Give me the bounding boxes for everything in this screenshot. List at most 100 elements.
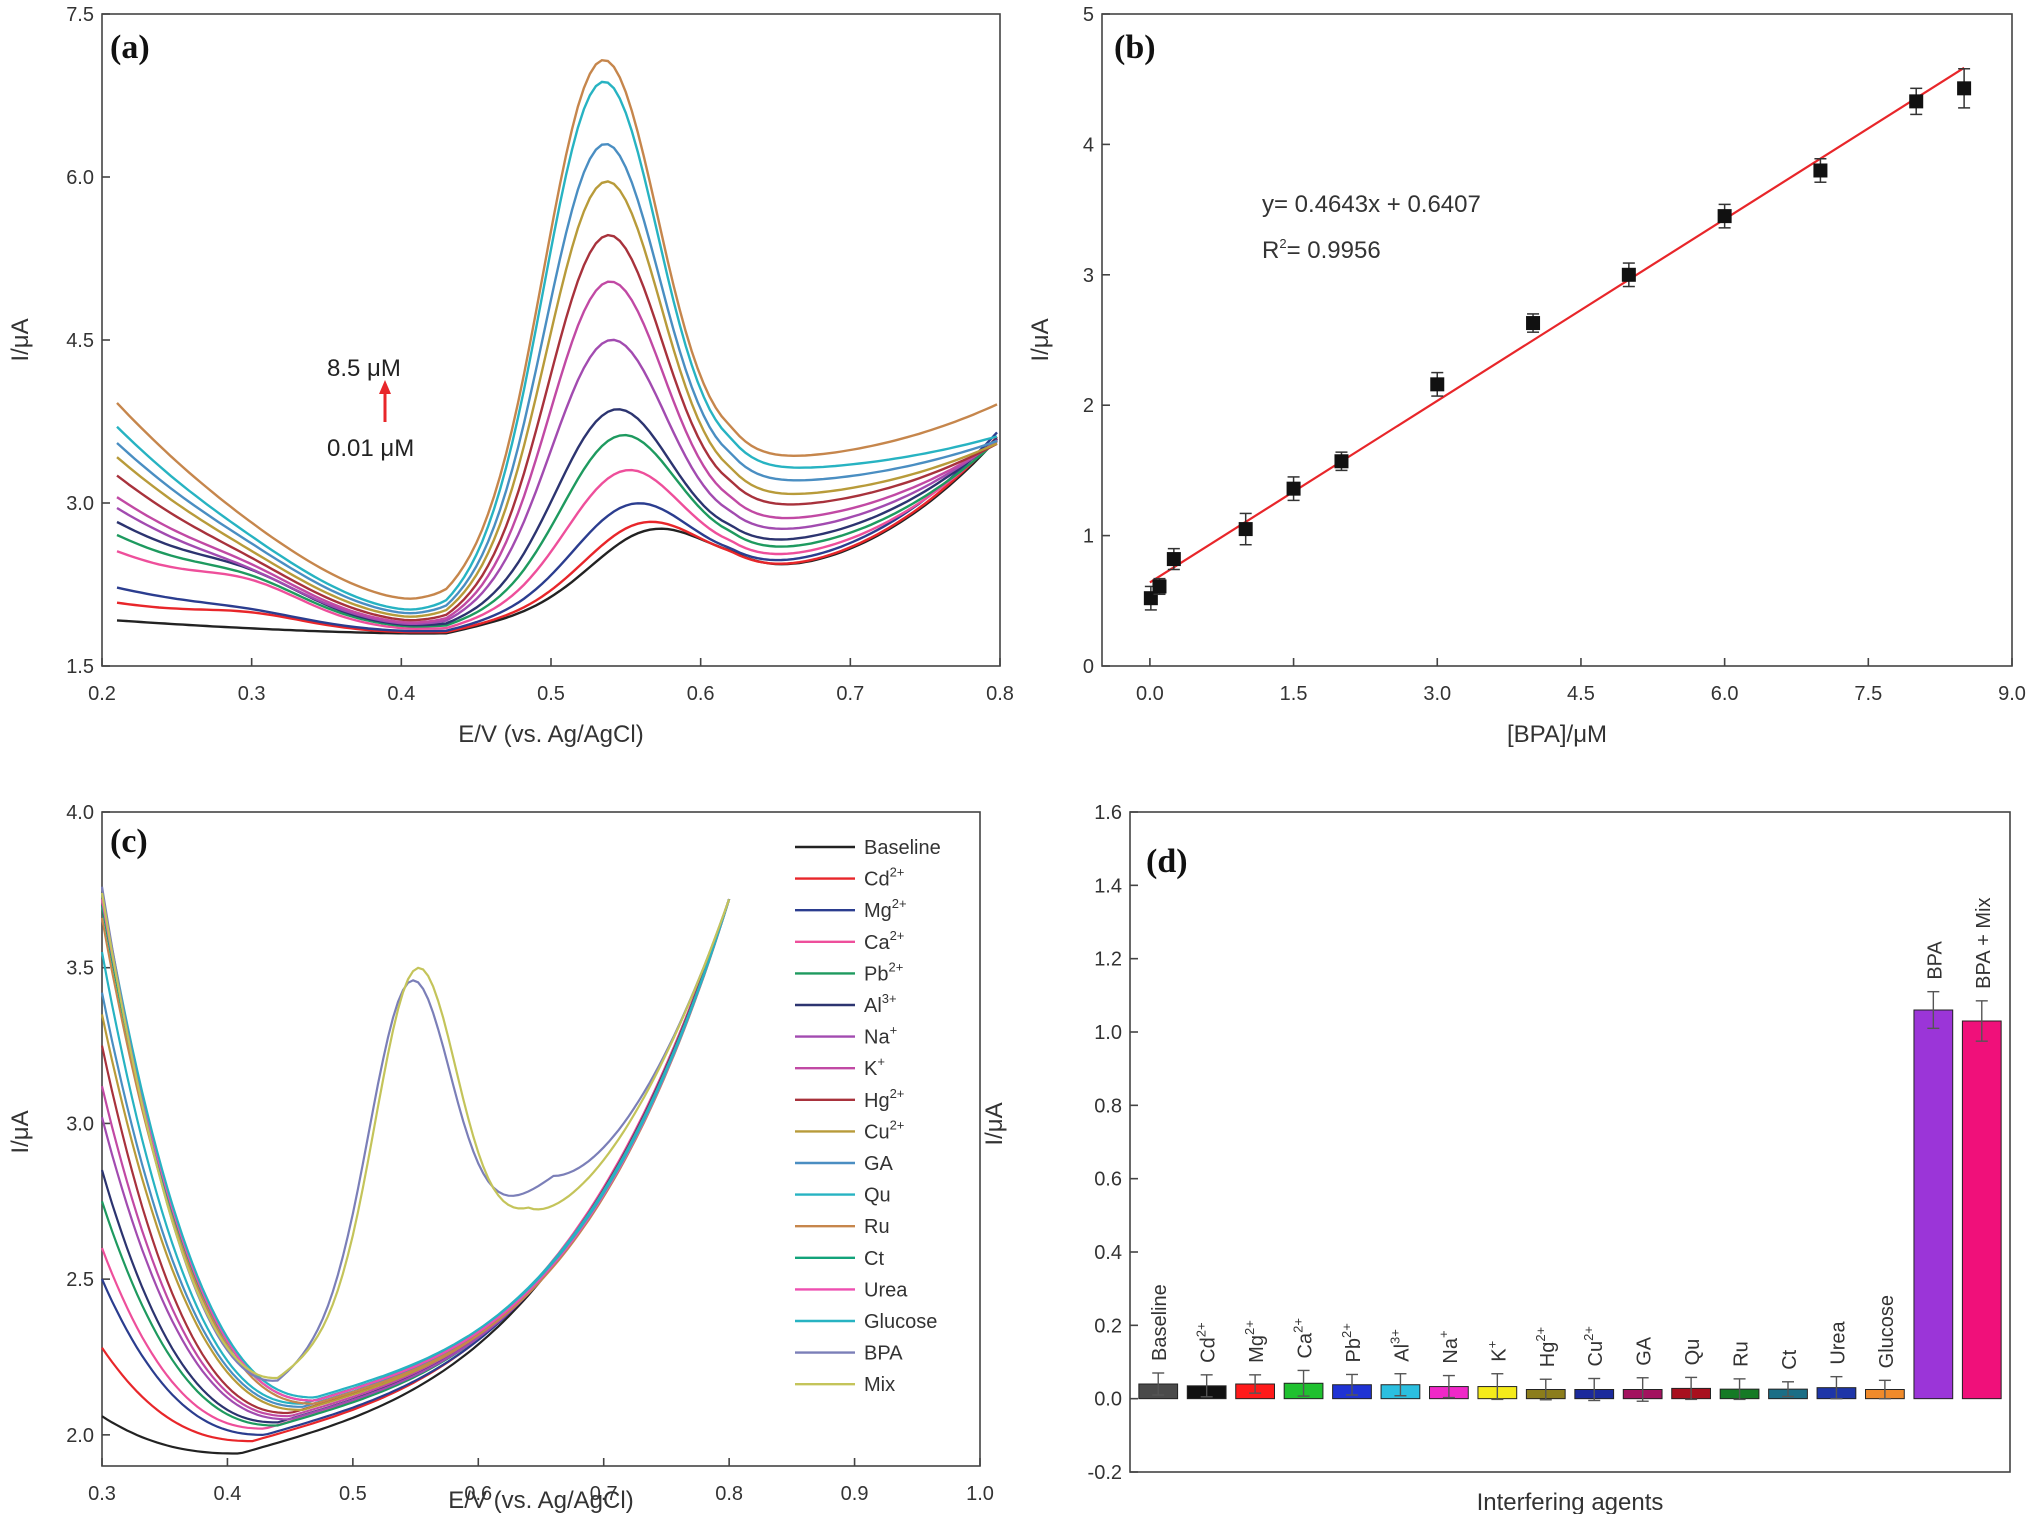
panel-c-xtick-label: 0.4 — [214, 1483, 242, 1505]
panel-c-frame — [101, 811, 981, 1467]
panel-a-annotation-bottom: 0.01 μM — [327, 435, 414, 462]
panel-a-curve-7 — [116, 280, 998, 624]
panel-d-bar-label: Na+ — [1436, 1330, 1462, 1363]
panel-d-ytick-label: 1.2 — [1094, 949, 1122, 971]
panel-d-bar-label: Mg2+ — [1242, 1320, 1268, 1363]
panel-b-point-4 — [1286, 481, 1301, 496]
panel-c-legend-label: Hg2+ — [864, 1086, 904, 1112]
panel-d-bar-label: BPA — [1924, 940, 1946, 979]
panel-c-legend-label: BPA — [864, 1343, 903, 1365]
panel-a-xtick-label: 0.6 — [687, 683, 715, 705]
panel-c-legend-label: K+ — [864, 1054, 885, 1080]
panel-c-curve-15 — [100, 892, 731, 1399]
panel-c-legend: Baseline Cd2+ Mg2+ Ca2+ Pb2+ Al3+ Na+ K+ Hg2+ Cu2… — [795, 837, 941, 1396]
panel-c-legend-label: Glucose — [864, 1311, 937, 1333]
panel-a-curve-1 — [116, 435, 998, 634]
panel-a-curves — [116, 58, 998, 635]
panel-c-legend-label: Al3+ — [864, 991, 897, 1017]
panel-d-bars: Baseline Cd2+ Mg2+ Ca2+ Pb2+ Al3+ Na+ K+ Hg2+ Cu2… — [1138, 898, 2002, 1402]
panel-d-bar-label: Pb2+ — [1339, 1323, 1365, 1362]
panel-b-xtick-label: 9.0 — [1998, 683, 2026, 705]
panel-c-ytick-label: 3.5 — [66, 958, 94, 980]
panel-b-point-5 — [1334, 454, 1349, 469]
panel-b-xlabel: [BPA]/μM — [1507, 721, 1607, 748]
panel-b-point-7 — [1526, 316, 1541, 331]
panel-c-curve-9 — [100, 898, 731, 1411]
panel-b-xtick-label: 4.5 — [1567, 683, 1595, 705]
panel-c-curve-8 — [100, 898, 731, 1415]
panel-a-curve-3 — [116, 437, 998, 631]
panel-a-xtick-label: 0.4 — [387, 683, 415, 705]
panel-c-xtick-label: 0.6 — [464, 1483, 492, 1505]
panel-b-ytick-label: 1 — [1083, 526, 1094, 548]
panel-c-ytick-label: 2.5 — [66, 1269, 94, 1291]
panel-b-plot — [1143, 66, 1972, 611]
panel-d-bar-label: Ct — [1779, 1349, 1801, 1369]
panel-d-bar-label: Baseline — [1149, 1284, 1171, 1361]
panel-c-legend-label: Mg2+ — [864, 896, 907, 922]
panel-b-point-11 — [1909, 94, 1924, 109]
panel-d: (d) -0.2 0.0 0.2 0.4 0.6 0.8 1.0 1.2 1.4 1.6 Base… — [981, 802, 2011, 1514]
panel-b-ytick-label: 0 — [1083, 656, 1094, 678]
panel-c-letter: (c) — [110, 823, 148, 860]
panel-c-legend-label: Ca2+ — [864, 928, 904, 954]
panel-a-letter: (a) — [110, 29, 150, 66]
panel-d-ticks: -0.2 0.0 0.2 0.4 0.6 0.8 1.0 1.2 1.4 1.6 — [1088, 802, 1138, 1484]
panel-c-ytick-label: 3.0 — [66, 1113, 94, 1135]
panel-c-legend-label: Urea — [864, 1279, 908, 1301]
panel-b-xtick-label: 3.0 — [1423, 683, 1451, 705]
panel-a-ytick-label: 1.5 — [66, 656, 94, 678]
panel-c-legend-label: Na+ — [864, 1023, 897, 1049]
panel-b-point-8 — [1621, 267, 1636, 282]
panel-b-xtick-label: 6.0 — [1711, 683, 1739, 705]
panel-d-ytick-label: 0.8 — [1094, 1095, 1122, 1117]
panel-a-ylabel: I/μA — [7, 318, 34, 361]
panel-b: (b) 0.0 1.5 3.0 4.5 6.0 7.5 9.0 0 1 2 3 4 5 y= 0.464… — [1027, 4, 2026, 748]
panel-d-ytick-label: 1.6 — [1094, 802, 1122, 824]
panel-b-point-12 — [1957, 81, 1972, 96]
panel-c-legend-label: Pb2+ — [864, 959, 903, 985]
panel-a-curve-2 — [116, 431, 998, 633]
panel-c-xtick-label: 0.3 — [88, 1483, 116, 1505]
panel-d-ytick-label: 0.2 — [1094, 1315, 1122, 1337]
panel-c-curve-12 — [100, 898, 731, 1405]
panel-c: (c) 0.3 0.4 0.5 0.6 0.7 0.8 0.9 1.0 2.0 2.5 3.0 3.5… — [7, 802, 994, 1514]
panel-a-xtick-label: 0.7 — [836, 683, 864, 705]
panel-a: (a) 0.2 0.3 0.4 0.5 0.6 0.7 0.8 1.5 3.0 4.5 6.0 7.5… — [7, 4, 1014, 748]
panel-c-ylabel: I/μA — [7, 1110, 34, 1153]
panel-c-curve-11 — [100, 898, 731, 1405]
panel-a-ytick-label: 4.5 — [66, 330, 94, 352]
panel-a-xtick-label: 0.8 — [986, 683, 1014, 705]
panel-d-letter: (d) — [1146, 843, 1188, 880]
panel-d-bar-label: Cd2+ — [1194, 1322, 1220, 1362]
panel-a-curve-0 — [116, 438, 998, 635]
panel-a-ytick-label: 6.0 — [66, 167, 94, 189]
panel-a-curve-4 — [116, 433, 998, 628]
panel-c-xtick-label: 0.9 — [841, 1483, 869, 1505]
panel-b-ytick-label: 3 — [1083, 265, 1094, 287]
panel-b-ytick-label: 4 — [1083, 134, 1094, 156]
panel-a-curve-8 — [116, 233, 998, 622]
panel-b-letter: (b) — [1114, 29, 1156, 66]
panel-d-ytick-label: 0.0 — [1094, 1389, 1122, 1411]
panel-b-point-9 — [1717, 209, 1732, 224]
panel-c-ytick-label: 2.0 — [66, 1425, 94, 1447]
panel-d-bar-label: Cu2+ — [1581, 1326, 1607, 1366]
panel-b-frame — [1101, 13, 2013, 667]
panel-d-ytick-label: 1.4 — [1094, 875, 1122, 897]
panel-d-bar-label: Glucose — [1876, 1295, 1898, 1368]
panel-b-ytick-label: 2 — [1083, 395, 1094, 417]
panel-b-point-6 — [1430, 377, 1445, 392]
panel-b-ylabel: I/μA — [1027, 318, 1054, 361]
panel-d-bar-17 — [1961, 1020, 2002, 1400]
panel-d-bar-label: Hg2+ — [1533, 1327, 1559, 1367]
panel-c-legend-label: Cu2+ — [864, 1117, 904, 1143]
panel-c-curve-4 — [100, 898, 731, 1427]
panel-b-ytick-label: 5 — [1083, 4, 1094, 26]
panel-b-xtick-label: 0.0 — [1136, 683, 1164, 705]
panel-b-point-1 — [1152, 579, 1167, 594]
panel-a-xtick-label: 0.3 — [238, 683, 266, 705]
panel-d-bar-label: Ca2+ — [1291, 1318, 1317, 1358]
panel-c-legend-label: Baseline — [864, 837, 941, 859]
